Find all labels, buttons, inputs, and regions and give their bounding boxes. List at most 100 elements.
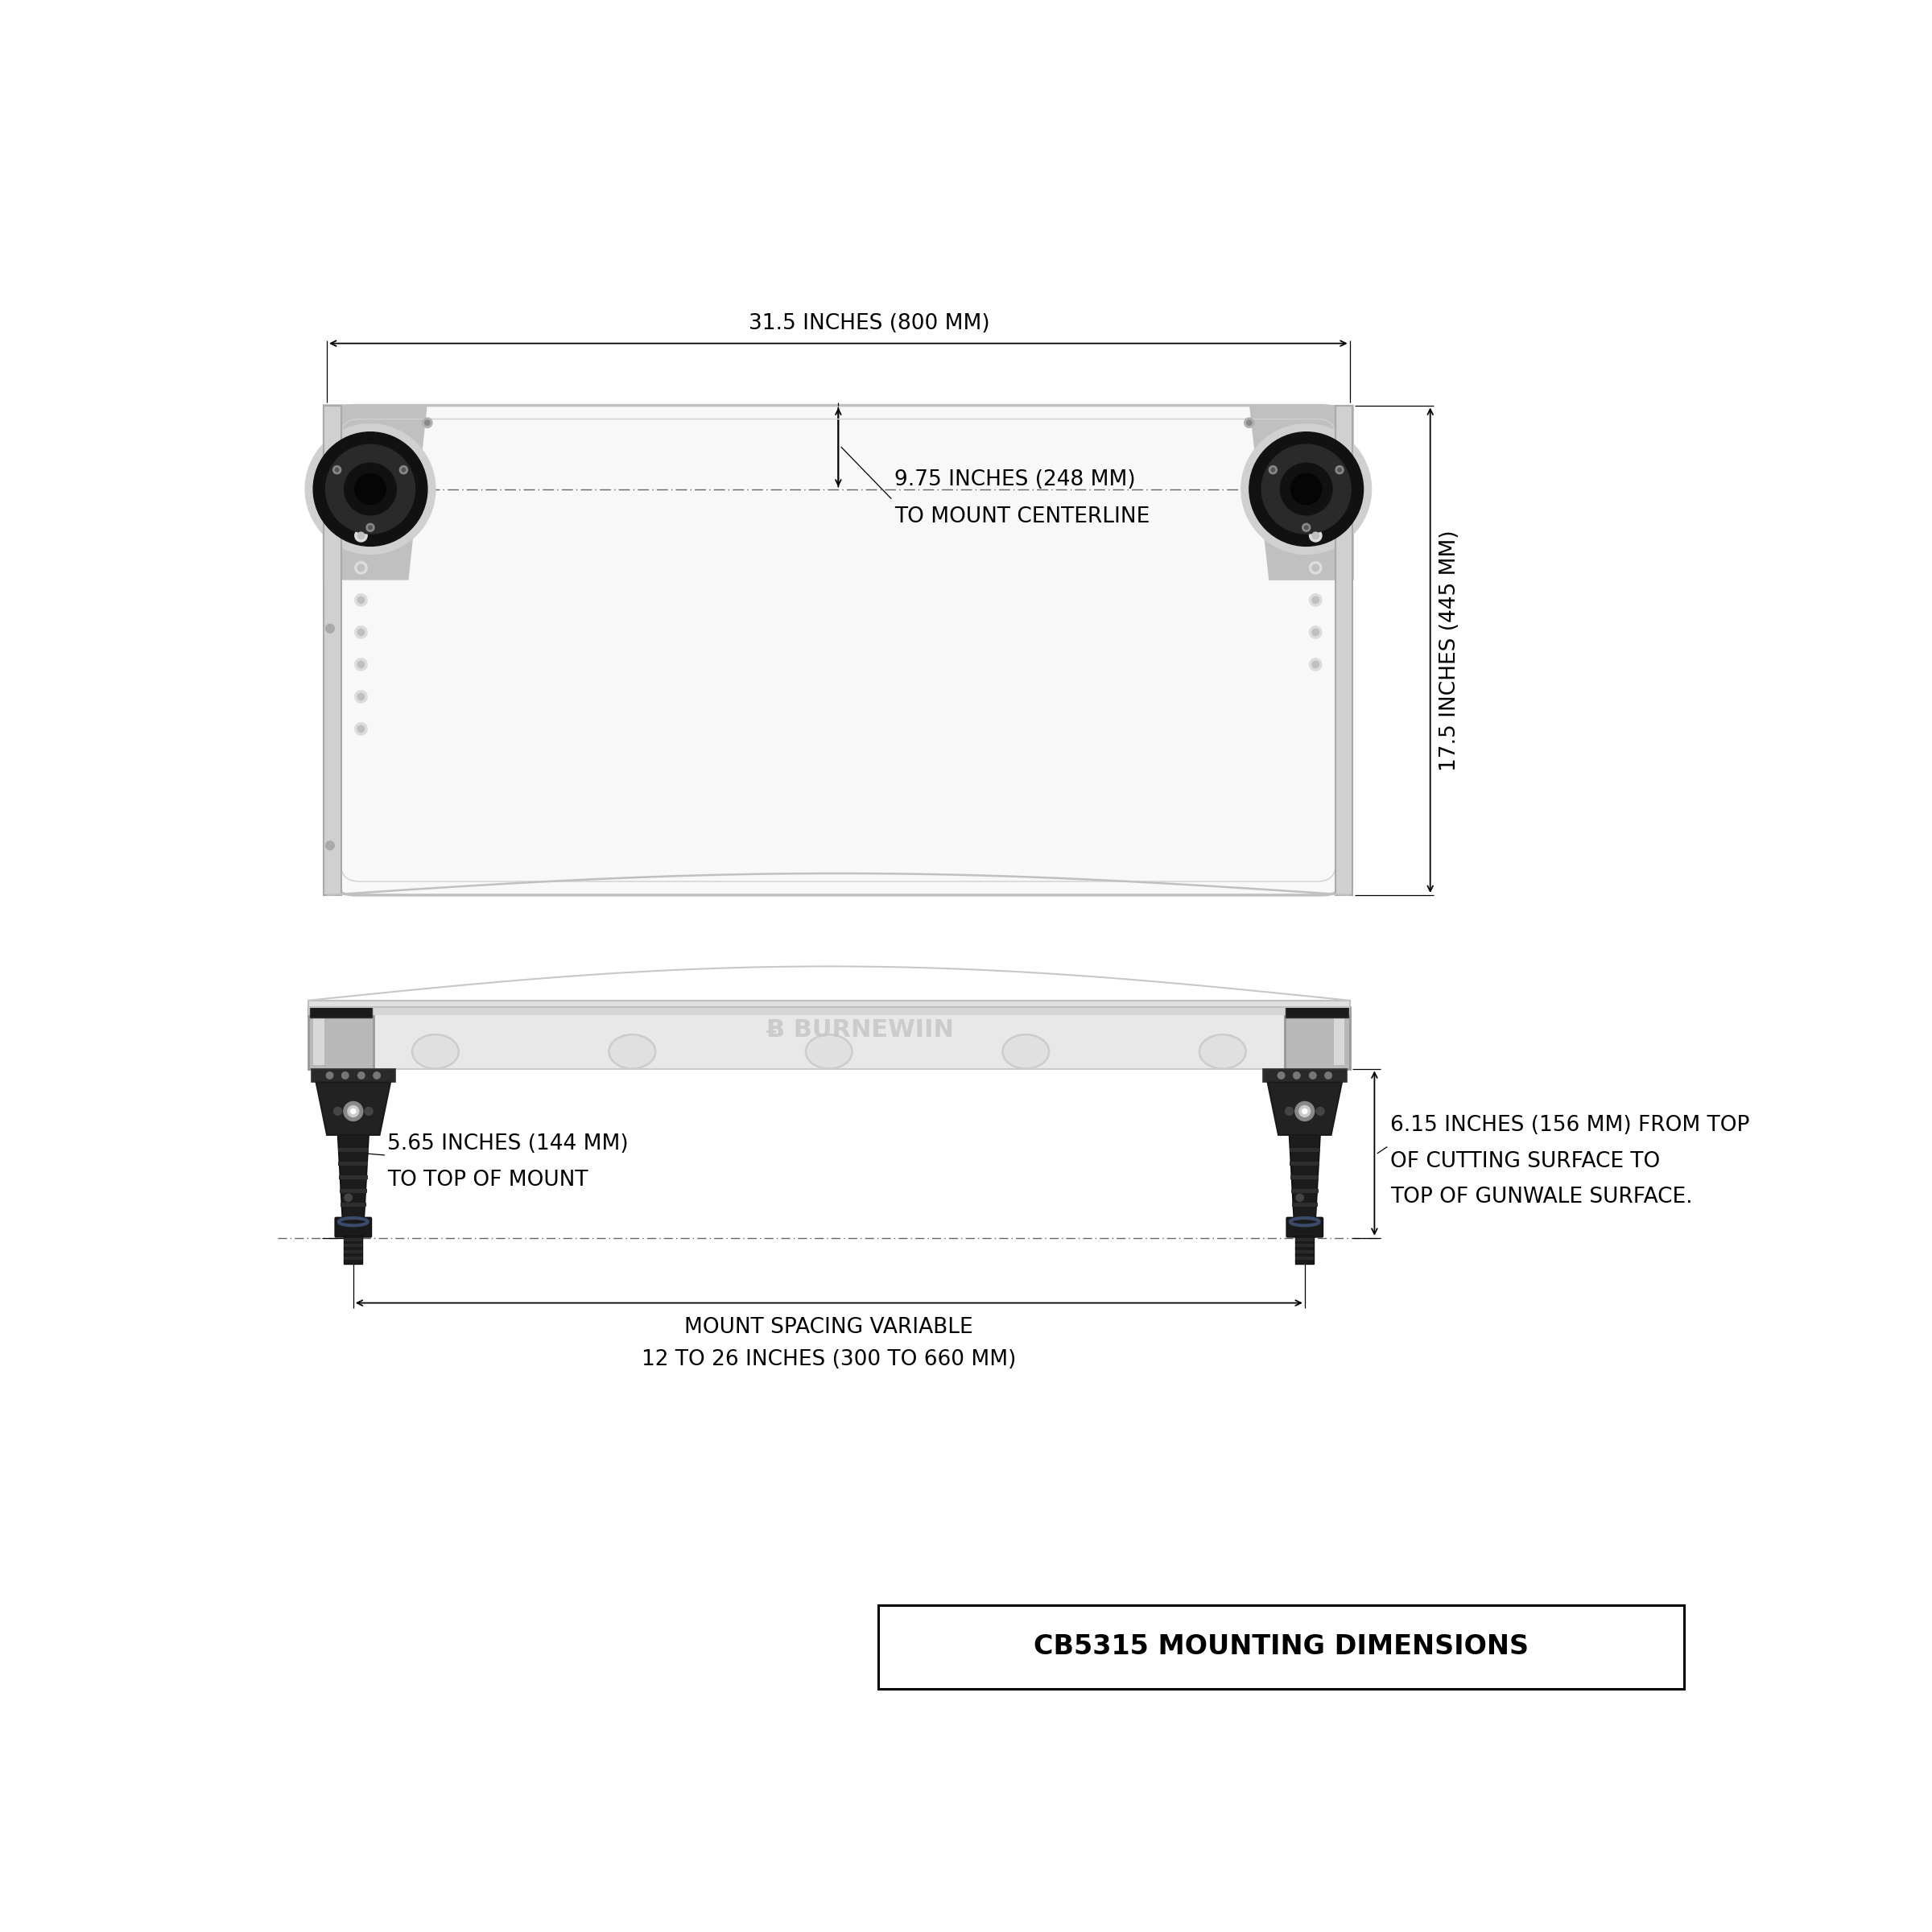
Circle shape xyxy=(313,433,427,547)
Circle shape xyxy=(1337,468,1341,471)
Circle shape xyxy=(1304,526,1308,529)
Bar xyxy=(311,1068,394,1082)
Circle shape xyxy=(355,690,367,703)
Text: 31.5 INCHES (800 MM): 31.5 INCHES (800 MM) xyxy=(750,313,989,334)
FancyBboxPatch shape xyxy=(334,1217,371,1236)
Circle shape xyxy=(1240,423,1372,554)
Bar xyxy=(1293,1202,1318,1208)
Circle shape xyxy=(332,466,342,473)
Bar xyxy=(344,1238,363,1240)
Circle shape xyxy=(357,661,365,668)
Circle shape xyxy=(1293,1072,1300,1078)
Bar xyxy=(1291,1161,1320,1165)
Bar xyxy=(1296,1256,1314,1260)
Circle shape xyxy=(1302,1109,1308,1113)
Polygon shape xyxy=(1250,406,1352,580)
Text: TO TOP OF MOUNT: TO TOP OF MOUNT xyxy=(386,1169,587,1190)
Circle shape xyxy=(1310,593,1321,607)
Circle shape xyxy=(1269,466,1277,473)
Circle shape xyxy=(1246,421,1252,425)
Circle shape xyxy=(305,423,435,554)
Text: 6.15 INCHES (156 MM) FROM TOP: 6.15 INCHES (156 MM) FROM TOP xyxy=(1389,1115,1748,1136)
Circle shape xyxy=(365,1107,373,1115)
Bar xyxy=(344,1250,363,1254)
Circle shape xyxy=(1310,659,1321,670)
Circle shape xyxy=(327,1072,332,1078)
Circle shape xyxy=(367,524,375,531)
Circle shape xyxy=(1335,466,1343,473)
Ellipse shape xyxy=(1003,1034,1049,1068)
Circle shape xyxy=(1312,661,1320,668)
Text: MOUNT SPACING VARIABLE: MOUNT SPACING VARIABLE xyxy=(684,1316,974,1337)
Circle shape xyxy=(327,444,415,533)
Bar xyxy=(1296,1244,1314,1248)
Bar xyxy=(340,1202,367,1208)
Bar xyxy=(338,1161,369,1165)
Circle shape xyxy=(327,624,334,634)
Circle shape xyxy=(357,726,365,732)
Circle shape xyxy=(373,1072,381,1078)
Circle shape xyxy=(355,723,367,736)
Circle shape xyxy=(1250,433,1364,547)
Circle shape xyxy=(355,562,367,574)
Bar xyxy=(1287,1005,1349,1018)
Bar xyxy=(309,1005,373,1018)
FancyBboxPatch shape xyxy=(327,406,1350,895)
Circle shape xyxy=(1302,524,1310,531)
Bar xyxy=(1291,1188,1318,1194)
Circle shape xyxy=(357,1072,365,1078)
Circle shape xyxy=(1325,1072,1331,1078)
Circle shape xyxy=(357,694,365,699)
Circle shape xyxy=(1298,1105,1310,1117)
Bar xyxy=(1296,1236,1314,1264)
Bar xyxy=(1335,406,1352,895)
Bar xyxy=(1291,1175,1320,1180)
FancyBboxPatch shape xyxy=(1287,1217,1323,1236)
Ellipse shape xyxy=(806,1034,852,1068)
Circle shape xyxy=(1316,1107,1323,1115)
Circle shape xyxy=(1312,628,1320,636)
Circle shape xyxy=(1277,1072,1285,1078)
Circle shape xyxy=(1262,444,1350,533)
Bar xyxy=(1264,1068,1347,1082)
Circle shape xyxy=(355,626,367,638)
Circle shape xyxy=(1291,473,1321,504)
Circle shape xyxy=(1244,417,1254,427)
Bar xyxy=(1296,1250,1314,1254)
Bar xyxy=(313,1010,325,1065)
Circle shape xyxy=(348,1105,359,1117)
Ellipse shape xyxy=(1200,1034,1246,1068)
Circle shape xyxy=(344,464,396,516)
Circle shape xyxy=(1310,562,1321,574)
Text: CB5315 MOUNTING DIMENSIONS: CB5315 MOUNTING DIMENSIONS xyxy=(1034,1633,1528,1660)
Circle shape xyxy=(355,659,367,670)
Circle shape xyxy=(1285,1107,1293,1115)
Circle shape xyxy=(1312,597,1320,603)
Circle shape xyxy=(1271,468,1275,471)
Circle shape xyxy=(352,1109,355,1113)
Text: 17.5 INCHES (445 MM): 17.5 INCHES (445 MM) xyxy=(1439,529,1461,771)
Text: 5.65 INCHES (144 MM): 5.65 INCHES (144 MM) xyxy=(386,1134,628,1155)
Circle shape xyxy=(334,468,338,471)
Text: Ƀ BURNEWIIN: Ƀ BURNEWIIN xyxy=(767,1018,954,1041)
Bar xyxy=(344,1244,363,1248)
Circle shape xyxy=(369,526,373,529)
Bar xyxy=(1333,1010,1345,1065)
Bar xyxy=(344,1236,363,1264)
Polygon shape xyxy=(325,406,427,580)
Bar xyxy=(344,1256,363,1260)
Circle shape xyxy=(1312,564,1320,572)
Circle shape xyxy=(327,840,334,850)
Text: 9.75 INCHES (248 MM): 9.75 INCHES (248 MM) xyxy=(895,469,1136,491)
Circle shape xyxy=(1281,464,1333,516)
Circle shape xyxy=(1294,1101,1314,1121)
Ellipse shape xyxy=(412,1034,458,1068)
Bar xyxy=(1296,1238,1314,1240)
Circle shape xyxy=(357,531,365,539)
Circle shape xyxy=(357,597,365,603)
Circle shape xyxy=(423,417,433,427)
Bar xyxy=(309,1007,373,1068)
Bar xyxy=(340,1188,367,1194)
Circle shape xyxy=(1310,529,1321,541)
Circle shape xyxy=(355,593,367,607)
